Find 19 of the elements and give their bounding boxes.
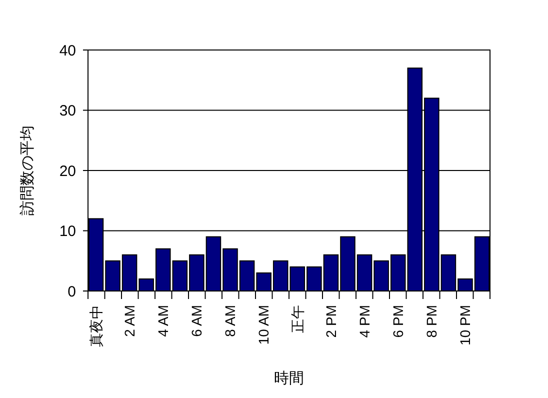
x-tick-label: 8 AM [222,305,238,337]
x-tick-label: 10 AM [256,305,272,345]
x-tick-label: 4 AM [155,305,172,337]
x-tick-label: 2 PM [322,305,339,338]
y-axis-title: 訪問数の平均 [19,126,36,216]
x-tick-label: 8 PM [424,305,440,338]
y-tick-label: 0 [68,283,76,300]
x-tick-label: 10 PM [457,305,474,346]
x-tick-label: 2 AM [121,305,138,337]
x-axis-title: 時間 [274,370,304,387]
y-tick-label: 40 [59,42,76,60]
x-tick-label: 4 PM [356,305,372,338]
y-tick-label: 10 [59,223,76,240]
x-tick-label: 6 PM [390,305,406,338]
x-tick-label: 6 AM [188,305,205,337]
x-tick-label: 真夜中 [88,305,104,347]
x-tick-label: 正午 [289,305,306,333]
y-tick-label: 20 [59,162,76,180]
y-tick-label: 30 [59,102,76,120]
